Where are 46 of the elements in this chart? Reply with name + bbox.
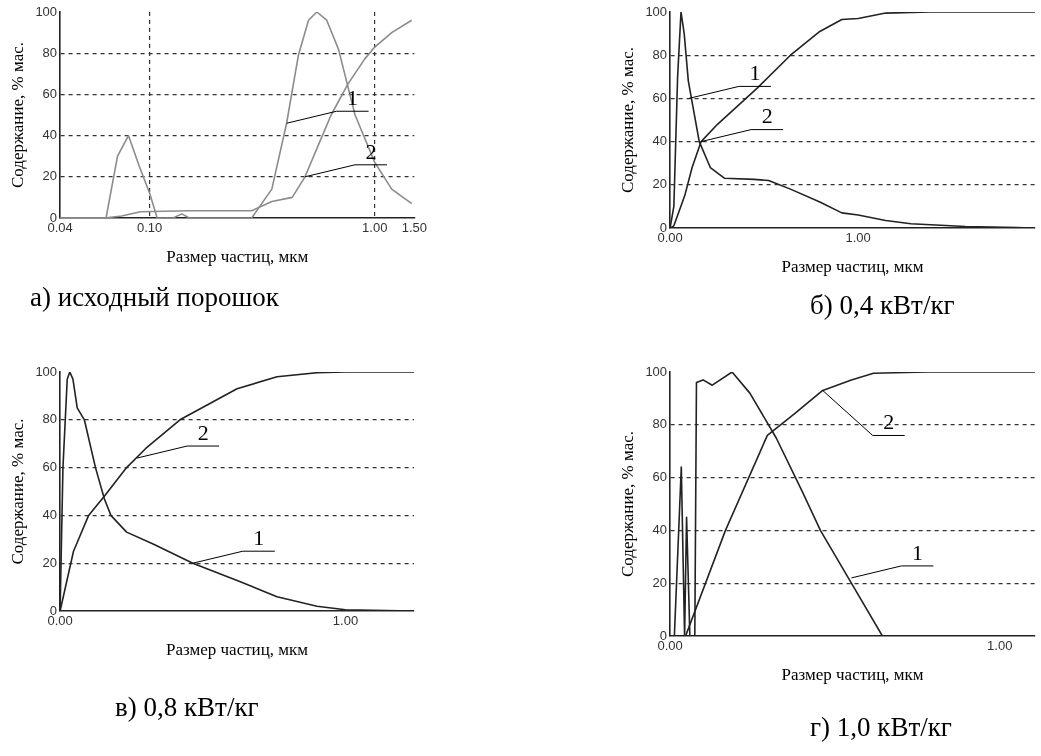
- y-axis-title: Содержание, % мас.: [617, 431, 637, 577]
- x-tick-label: 1.00: [332, 613, 359, 629]
- y-tick-label: 60: [42, 85, 58, 101]
- y-tick-label: 100: [35, 363, 58, 379]
- x-axis-title: Размер частиц, мкм: [781, 257, 924, 277]
- y-tick-label: 80: [652, 46, 668, 62]
- y-axis-title: Содержание, % мас.: [7, 42, 27, 188]
- y-tick-label: 60: [652, 89, 668, 105]
- y-tick-label: 80: [42, 44, 58, 60]
- annotation: 1: [347, 85, 359, 111]
- text: г) 1,0 кВт/кг: [810, 712, 952, 743]
- annotation: 2: [197, 419, 209, 445]
- y-tick-label: 80: [42, 411, 58, 427]
- y-tick-label: 40: [42, 127, 58, 143]
- x-tick-label: 1.50: [401, 220, 428, 236]
- annotation: 1: [749, 60, 761, 86]
- x-axis-title: Размер частиц, мкм: [781, 665, 924, 685]
- y-tick-label: 40: [652, 521, 668, 537]
- y-tick-label: 100: [645, 363, 668, 379]
- y-tick-label: 100: [35, 3, 58, 19]
- y-tick-label: 80: [652, 416, 668, 432]
- text: а) исходный порошок: [30, 282, 279, 313]
- x-tick-label: 1.00: [987, 638, 1013, 654]
- y-axis-title: Содержание, % мас.: [617, 47, 637, 193]
- annotation: 2: [761, 103, 773, 129]
- y-tick-label: 40: [652, 133, 668, 149]
- y-tick-label: 20: [652, 176, 668, 192]
- x-tick-label: 1.00: [845, 230, 871, 246]
- x-tick-label: 1.00: [362, 220, 388, 236]
- y-tick-label: 40: [42, 506, 58, 522]
- y-tick-label: 20: [42, 554, 58, 570]
- x-tick-label: 0.10: [137, 220, 163, 236]
- annotation: 2: [883, 409, 895, 435]
- x-axis-title: Размер частиц, мкм: [166, 640, 309, 660]
- text: б) 0,4 кВт/кг: [810, 290, 955, 321]
- x-axis-title: Размер частиц, мкм: [166, 247, 309, 267]
- annotation: 1: [911, 539, 923, 565]
- y-tick-label: 20: [42, 168, 58, 184]
- y-tick-label: 20: [652, 574, 668, 590]
- y-tick-label: 60: [42, 459, 58, 475]
- text: в) 0,8 кВт/кг: [115, 692, 259, 723]
- annotation: 1: [253, 524, 265, 550]
- y-axis-title: Содержание, % мас.: [7, 418, 27, 565]
- annotation: 2: [365, 138, 377, 164]
- y-tick-label: 100: [645, 3, 668, 19]
- y-tick-label: 60: [652, 469, 668, 485]
